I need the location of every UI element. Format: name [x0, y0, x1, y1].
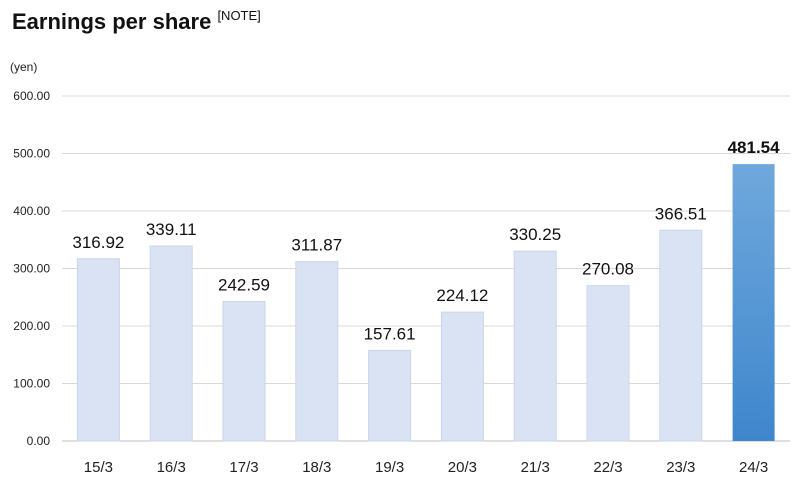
- x-tick-label: 22/3: [593, 459, 622, 476]
- x-tick-label: 20/3: [448, 459, 477, 476]
- x-tick-label: 19/3: [375, 459, 404, 476]
- y-axis-label: (yen): [10, 60, 37, 74]
- y-tick-label: 200.00: [13, 319, 50, 333]
- value-label: 311.87: [291, 236, 342, 255]
- y-tick-label: 400.00: [13, 204, 50, 218]
- title-note: [NOTE]: [217, 8, 261, 23]
- value-label: 330.25: [509, 225, 561, 244]
- x-tick-label: 16/3: [157, 459, 186, 476]
- value-label: 481.54: [728, 138, 781, 157]
- bar-15/3: [76, 258, 120, 442]
- bar-23/3: [659, 229, 703, 442]
- chart-title-text: Earnings per share: [12, 9, 212, 34]
- bar-18/3: [295, 261, 339, 442]
- y-tick-label: 100.00: [13, 377, 50, 391]
- y-tick-label: 500.00: [13, 147, 50, 161]
- y-tick-label: 600.00: [13, 89, 50, 103]
- y-tick-label: 300.00: [13, 262, 50, 276]
- value-label: 224.12: [436, 286, 488, 305]
- x-tick-label: 15/3: [84, 459, 113, 476]
- x-axis: 15/3 16/3 17/3 18/3 19/3 20/3 21/3 22/3 23/3 24/3: [84, 459, 768, 476]
- value-label: 270.08: [582, 260, 634, 279]
- value-label: 316.92: [72, 233, 124, 252]
- bars: [76, 164, 775, 442]
- x-tick-label: 24/3: [739, 459, 768, 476]
- value-labels: 316.92 339.11 242.59 311.87 157.61 224.12 330.…: [72, 138, 780, 343]
- chart-title: Earnings per share [NOTE]: [12, 8, 261, 35]
- bar-16/3: [149, 245, 193, 442]
- bar-24/3: [732, 164, 775, 441]
- value-label: 157.61: [364, 324, 416, 343]
- y-axis: (yen) 0.00 100.00 200.00 300.00 400.00 500.00 6…: [10, 60, 50, 448]
- y-tick-label: 0.00: [27, 434, 51, 448]
- bar-17/3: [222, 301, 266, 442]
- bar-20/3: [440, 311, 484, 442]
- bar-22/3: [586, 285, 630, 442]
- bar-21/3: [513, 250, 557, 442]
- x-tick-label: 17/3: [229, 459, 258, 476]
- bar-19/3: [368, 349, 412, 442]
- value-label: 366.51: [655, 204, 707, 223]
- x-tick-label: 23/3: [666, 459, 695, 476]
- x-tick-label: 21/3: [521, 459, 550, 476]
- x-tick-label: 18/3: [302, 459, 331, 476]
- value-label: 242.59: [218, 276, 270, 295]
- value-label: 339.11: [146, 220, 197, 239]
